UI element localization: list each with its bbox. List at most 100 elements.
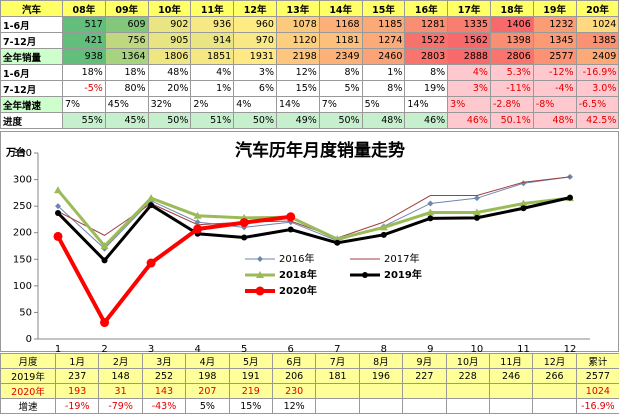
cell: 5% [185,398,230,414]
cell: 14% [275,96,320,113]
row-label: 7-12月 [0,32,63,49]
cell: 421 [62,32,106,49]
cell: 1806 [147,48,192,65]
header-cell: 14年 [318,0,363,17]
row-label: 1-6月 [0,16,63,33]
header-cell: 11月 [488,353,534,369]
cell: 196 [358,368,404,384]
cell: 12% [271,398,317,414]
cell: 1274 [361,32,406,49]
legend-label: 2018年 [279,268,317,281]
x-tick-label: 11 [517,344,530,352]
cell: 252 [141,368,187,384]
cell: 1851 [190,48,235,65]
row-label: 2019年 [0,368,56,384]
cell: 45% [104,96,149,113]
legend-label: 2017年 [384,252,419,265]
cell: 4% [447,64,491,81]
cell: -16.9% [575,398,619,414]
table-row: 1-6月 517 609 902 936 960 1078 1168 1185 1281 1335 1… [0,16,619,33]
cell: 4% [233,96,277,113]
header-row: 汽车 08年 09年 10年 11年 12年 13年 14年 15年 16年 17年 18年 19年 20… [0,0,619,17]
cell: 914 [190,32,235,49]
table-row: 增速 -19% -79% -43% 5% 15% 12% -16.9% [0,398,619,414]
marker [362,272,368,278]
row-label: 进度 [0,112,63,129]
cell: 2803 [404,48,449,65]
cell: 3.0% [575,80,619,97]
cell: 1385 [575,32,619,49]
cell: 6% [233,80,277,97]
marker [567,194,573,201]
x-tick-label: 3 [148,344,154,352]
cell: 7% [318,96,363,113]
row-label: 全年销量 [0,48,63,65]
header-cell: 月度 [0,353,56,369]
cell: 2409 [575,48,619,65]
cell: 5% [361,96,406,113]
cell: 2349 [318,48,363,65]
header-cell: 5月 [228,353,273,369]
cell [402,398,447,414]
cell: 3% [447,80,491,97]
cell: 2577 [532,48,577,65]
marker [54,186,62,194]
cell: 50% [233,112,277,129]
header-cell: 4月 [185,353,230,369]
cell: 19% [404,80,449,97]
row-label: 1-6月 [0,64,63,81]
annual-table: 汽车 08年 09年 10年 11年 12年 13年 14年 15年 16年 17年 18年 19年 20… [0,0,619,129]
cell: 970 [233,32,277,49]
cell: 1398 [489,32,534,49]
cell: 50% [318,112,363,129]
marker [193,224,203,234]
cell: -8% [532,96,577,113]
series-line [56,214,291,327]
table-row: 全年增速 7% 45% 32% 2% 4% 14% 7% 5% 14% 3% -2.8% -8% -6.5… [0,96,619,113]
marker [241,224,248,231]
header-cell: 6月 [271,353,317,369]
y-tick-label: 100 [13,281,32,292]
cell: 15% [275,80,320,97]
cell: 48% [147,64,192,81]
cell: 15% [228,398,273,414]
y-tick-label: 200 [13,228,32,239]
cell: 8% [404,64,449,81]
cell: -11% [489,80,534,97]
marker [55,210,61,217]
chart-frame [0,131,619,352]
cell [358,383,404,399]
cell: -4% [532,80,577,97]
header-cell: 09年 [104,0,149,17]
cell: 905 [147,32,192,49]
cell: 207 [185,383,230,399]
marker [148,202,155,209]
cell: 1185 [361,16,406,33]
marker [426,208,435,216]
y-tick-label: 0 [26,334,32,345]
header-cell: 3月 [141,353,187,369]
x-tick-label: 12 [564,344,577,352]
marker [380,231,387,238]
cell: 2% [190,96,235,113]
x-tick-label: 4 [194,344,200,352]
cell: -12% [532,64,577,81]
cell: 48% [532,112,577,129]
cell: 198 [185,368,230,384]
header-cell: 10年 [147,0,192,17]
row-label: 增速 [0,398,56,414]
x-tick-label: 8 [381,344,387,352]
y-tick-label: 50 [19,307,32,318]
header-cell: 16年 [404,0,449,17]
cell [402,383,447,399]
cell [532,398,577,414]
cell: -43% [141,398,187,414]
legend-label: 2019年 [384,268,422,281]
cell: 1931 [233,48,277,65]
cell: 20% [147,80,192,97]
monthly-table: 月度 1月 2月 3月 4月 5月 6月 7月 8月 9月 10月 11月 12月 累计 2019年 237 1… [0,353,619,414]
cell: 7% [62,96,106,113]
cell: 50% [147,112,192,129]
